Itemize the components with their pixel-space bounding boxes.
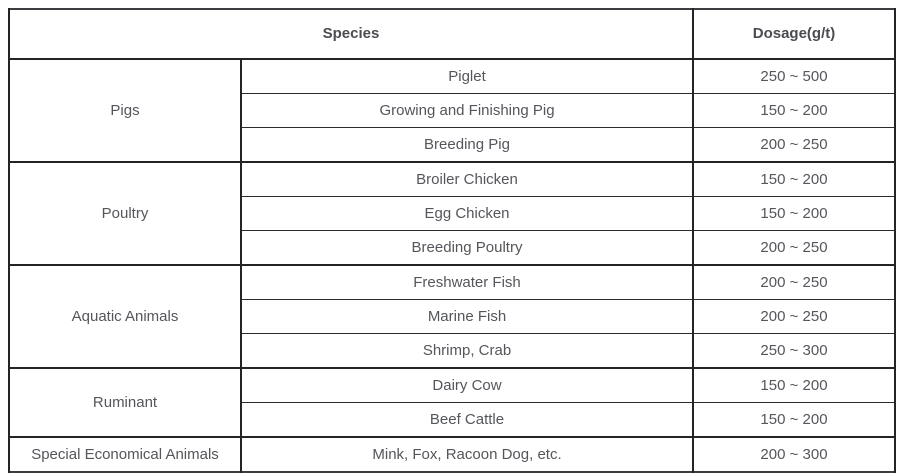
dosage-cell: 250 ~ 500 — [692, 58, 896, 94]
species-cell: Freshwater Fish — [240, 264, 694, 300]
group-cell-aquatic-animals: Aquatic Animals — [8, 264, 242, 369]
group-cell-pigs: Pigs — [8, 58, 242, 163]
column-header-species: Species — [8, 8, 694, 60]
column-header-dosage: Dosage(g/t) — [692, 8, 896, 60]
dosage-cell: 150 ~ 200 — [692, 402, 896, 438]
table-row: Breeding Poultry 200 ~ 250 — [9, 230, 896, 266]
dosage-cell: 150 ~ 200 — [692, 161, 896, 197]
dosage-cell: 200 ~ 300 — [692, 436, 896, 473]
group-cell-special-economical-animals: Special Economical Animals — [8, 436, 242, 473]
dosage-cell: 200 ~ 250 — [692, 230, 896, 266]
dosage-cell: 150 ~ 200 — [692, 196, 896, 231]
species-cell: Breeding Poultry — [240, 230, 694, 266]
dosage-cell: 150 ~ 200 — [692, 367, 896, 403]
species-cell: Growing and Finishing Pig — [240, 93, 694, 128]
table-row: Shrimp, Crab 250 ~ 300 — [9, 333, 896, 369]
table-row: Egg Chicken 150 ~ 200 — [9, 196, 896, 231]
dosage-cell: 200 ~ 250 — [692, 127, 896, 163]
species-cell: Breeding Pig — [240, 127, 694, 163]
group-cell-poultry: Poultry — [8, 161, 242, 266]
species-cell: Marine Fish — [240, 299, 694, 334]
table-row: Breeding Pig 200 ~ 250 — [9, 127, 896, 163]
dosage-table: Species Dosage(g/t) Pigs Piglet 250 ~ 50… — [8, 8, 896, 473]
table-row: Aquatic Animals Freshwater Fish 200 ~ 25… — [8, 264, 896, 369]
table-row: Pigs Piglet 250 ~ 500 — [8, 58, 896, 163]
table-row: Poultry Broiler Chicken 150 ~ 200 — [8, 161, 896, 266]
table-row: Special Economical Animals Mink, Fox, Ra… — [8, 436, 896, 473]
dosage-cell: 150 ~ 200 — [692, 93, 896, 128]
table-row: Marine Fish 200 ~ 250 — [9, 299, 896, 334]
dosage-cell: 250 ~ 300 — [692, 333, 896, 369]
dosage-cell: 200 ~ 250 — [692, 264, 896, 300]
species-cell: Broiler Chicken — [240, 161, 694, 197]
table-row: Beef Cattle 150 ~ 200 — [9, 402, 896, 438]
species-cell: Egg Chicken — [240, 196, 694, 231]
species-cell: Mink, Fox, Racoon Dog, etc. — [240, 436, 694, 473]
species-cell: Piglet — [240, 58, 694, 94]
table-row: Growing and Finishing Pig 150 ~ 200 — [9, 93, 896, 128]
species-cell: Shrimp, Crab — [240, 333, 694, 369]
species-cell: Dairy Cow — [240, 367, 694, 403]
dosage-cell: 200 ~ 250 — [692, 299, 896, 334]
table-row: Ruminant Dairy Cow 150 ~ 200 — [8, 367, 896, 438]
species-cell: Beef Cattle — [240, 402, 694, 438]
header-row: Species Dosage(g/t) — [8, 8, 896, 60]
group-cell-ruminant: Ruminant — [8, 367, 242, 438]
